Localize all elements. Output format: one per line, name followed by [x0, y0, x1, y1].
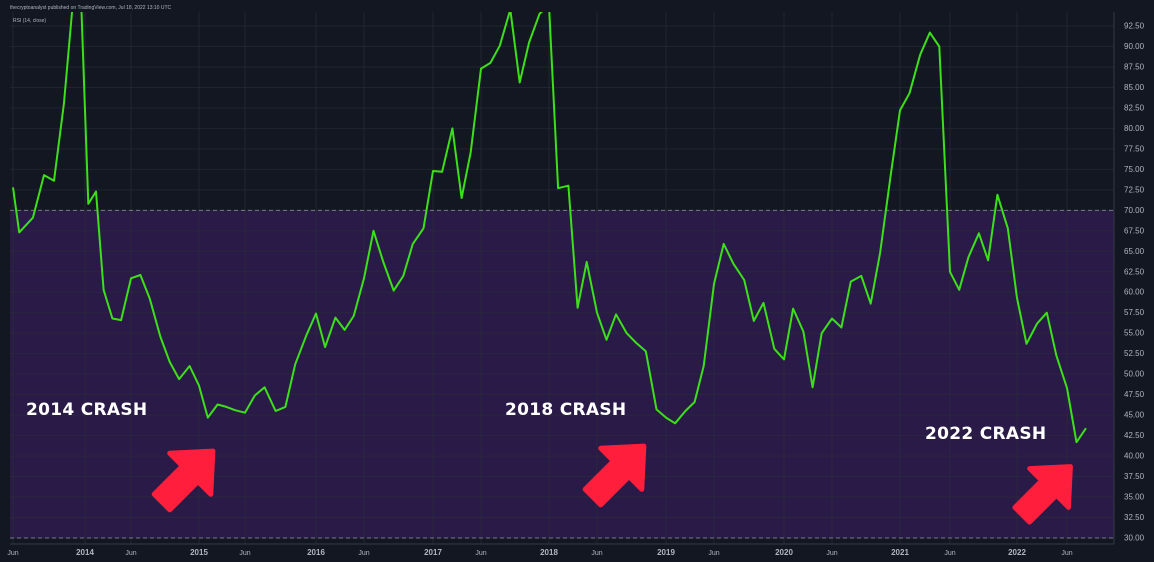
y-tick-label: 90.00	[1124, 42, 1145, 51]
arrow-2014-crash	[151, 448, 216, 513]
x-tick-label: Jun	[591, 550, 602, 557]
y-tick-label: 72.50	[1124, 185, 1145, 194]
crash-2022-label: 2022 CRASH	[925, 424, 1047, 444]
y-tick-label: 42.50	[1124, 431, 1145, 440]
x-tick-label: Jun	[826, 550, 837, 557]
arrow-2022-crash	[1012, 464, 1073, 525]
x-tick-label: 2014	[76, 548, 94, 557]
y-tick-label: 85.00	[1124, 83, 1145, 92]
up-right-arrow-icon	[151, 448, 216, 513]
y-tick-label: 82.50	[1124, 103, 1145, 112]
y-tick-label: 40.00	[1124, 452, 1145, 461]
up-right-arrow-icon	[1012, 464, 1073, 525]
y-tick-label: 35.00	[1124, 493, 1145, 502]
x-tick-label: Jun	[944, 550, 955, 557]
indicator-label[interactable]: RSI (14, close)	[13, 18, 47, 24]
x-tick-label: Jun	[125, 550, 136, 557]
x-tick-label: Jun	[7, 550, 18, 557]
x-tick-label: 2019	[657, 548, 675, 557]
arrow-2018-crash	[582, 443, 647, 508]
rsi-series-line	[12, 12, 1087, 444]
y-tick-label: 87.50	[1124, 62, 1145, 71]
x-tick-label: Jun	[239, 550, 250, 557]
crash-2014-label: 2014 CRASH	[26, 400, 148, 420]
y-tick-label: 57.50	[1124, 308, 1145, 317]
crash-2018-label: 2018 CRASH	[505, 400, 627, 420]
y-tick-label: 37.50	[1124, 472, 1145, 481]
x-tick-label: 2020	[775, 548, 793, 557]
x-tick-label: 2018	[540, 548, 558, 557]
y-tick-label: 75.00	[1124, 165, 1145, 174]
x-tick-label: Jun	[358, 550, 369, 557]
x-tick-label: Jun	[475, 550, 486, 557]
x-tick-label: 2016	[307, 548, 325, 557]
y-tick-label: 50.00	[1124, 370, 1145, 379]
x-tick-label: Jun	[1061, 550, 1072, 557]
publisher-line: thecryptoanalyst published on TradingVie…	[10, 5, 172, 11]
y-tick-label: 77.50	[1124, 144, 1145, 153]
up-right-arrow-icon	[582, 443, 647, 508]
y-tick-label: 80.00	[1124, 124, 1145, 133]
y-tick-label: 92.50	[1124, 22, 1145, 31]
x-tick-label: 2015	[190, 548, 208, 557]
y-tick-label: 47.50	[1124, 390, 1145, 399]
x-tick-label: 2021	[891, 548, 909, 557]
y-tick-label: 52.50	[1124, 349, 1145, 358]
x-tick-label: Jun	[708, 550, 719, 557]
x-tick-label: 2022	[1008, 548, 1026, 557]
y-tick-label: 67.50	[1124, 226, 1145, 235]
y-tick-label: 70.00	[1124, 206, 1145, 215]
x-tick-label: 2017	[424, 548, 442, 557]
y-tick-label: 32.50	[1124, 513, 1145, 522]
y-tick-label: 55.00	[1124, 329, 1145, 338]
y-tick-label: 62.50	[1124, 267, 1145, 276]
y-tick-label: 60.00	[1124, 288, 1145, 297]
y-tick-label: 30.00	[1124, 534, 1145, 543]
y-tick-label: 45.00	[1124, 411, 1145, 420]
y-tick-label: 65.00	[1124, 247, 1145, 256]
